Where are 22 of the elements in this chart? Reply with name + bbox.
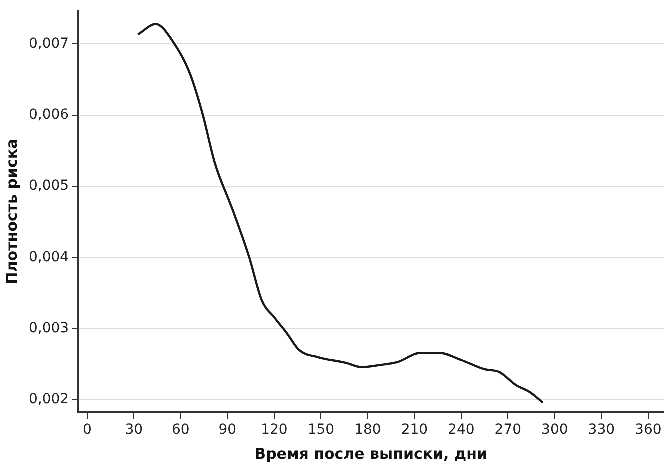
y-tick-label: 0,005 [28, 178, 70, 194]
x-tick-label: 300 [542, 422, 568, 438]
x-axis-title: Время после выписки, дни [254, 444, 488, 463]
x-tick-label: 240 [448, 422, 475, 438]
y-tick-label: 0,007 [28, 36, 70, 52]
line-series [138, 23, 544, 404]
x-tick-label: 30 [125, 422, 144, 438]
x-tick-label: 120 [261, 422, 288, 438]
x-tick-label: 210 [401, 422, 428, 438]
x-tick-label: 60 [172, 422, 190, 438]
x-tick-label: 150 [308, 422, 335, 438]
x-tick-label: 330 [588, 422, 616, 438]
y-tick-label: 0,004 [28, 249, 70, 266]
x-tick-label: 360 [635, 422, 662, 438]
y-tick-label: 0,003 [28, 320, 70, 337]
y-axis-title: Плотность риска [2, 138, 21, 285]
x-tick-label: 180 [354, 422, 382, 438]
x-tick-label: 270 [494, 422, 522, 438]
x-tick-label: 90 [218, 422, 237, 438]
y-tick-label: 0,002 [28, 392, 70, 408]
x-tick-label: 0 [82, 422, 92, 438]
y-tick-label: 0,006 [28, 106, 70, 123]
